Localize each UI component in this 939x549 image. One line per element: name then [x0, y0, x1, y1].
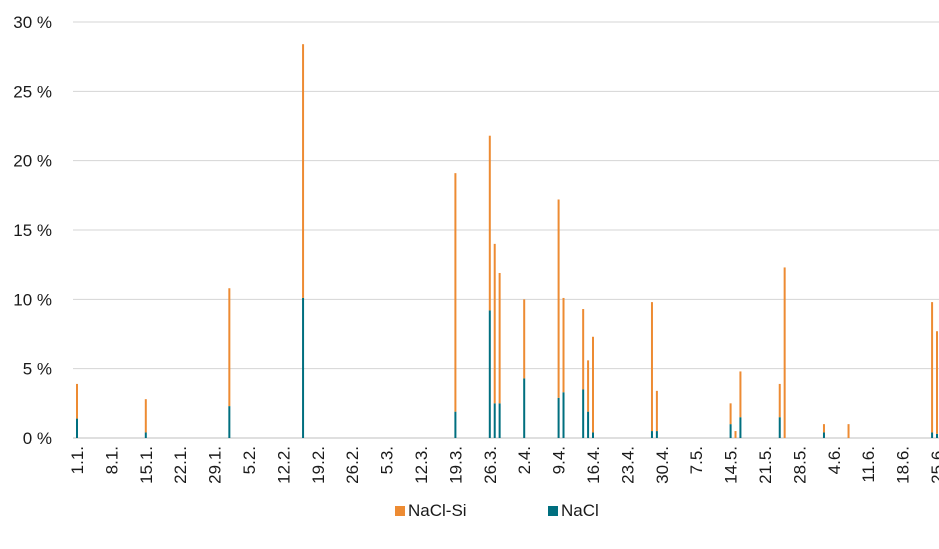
y-tick-label: 30 % [13, 13, 52, 32]
bar-nacl [498, 403, 501, 438]
y-tick-label: 25 % [13, 82, 52, 101]
x-tick-label: 2.4. [515, 446, 534, 474]
bar-nacl [739, 417, 742, 438]
x-tick-label: 15.1. [137, 446, 156, 484]
bar-nacl-si [592, 336, 594, 433]
x-tick-label: 12.3. [412, 446, 431, 484]
bar-nacl-si [144, 399, 147, 433]
bar-nacl-si [76, 383, 78, 419]
bar-nacl-si [488, 135, 491, 311]
y-tick-label: 15 % [13, 221, 52, 240]
bar-nacl [655, 431, 658, 438]
bar-nacl [931, 432, 934, 438]
x-tick-label: 1.1. [68, 446, 87, 474]
bar-nacl [778, 417, 781, 438]
bar-nacl-si [783, 267, 786, 438]
legend-swatch-nacl [548, 506, 558, 516]
bar-nacl [936, 433, 938, 438]
y-tick-label: 0 % [23, 429, 52, 448]
bar-nacl-si [562, 297, 565, 393]
bar-nacl [454, 411, 457, 438]
bar-nacl-si [734, 431, 737, 438]
bar-nacl-si [931, 302, 934, 433]
bar-nacl-si [650, 302, 653, 432]
bar-nacl-si [454, 173, 457, 412]
bar-nacl [493, 403, 496, 438]
x-tick-label: 28.5. [790, 446, 809, 484]
x-tick-label: 5.3. [378, 446, 397, 474]
bar-nacl [650, 431, 653, 438]
x-tick-label: 4.6. [825, 446, 844, 474]
x-tick-label: 11.6. [859, 446, 878, 483]
bar-nacl-si [582, 309, 585, 390]
bar-nacl-si [302, 44, 305, 298]
x-tick-label: 26.3. [481, 446, 500, 484]
bar-nacl [228, 406, 231, 438]
bars [76, 44, 938, 438]
x-tick-label: 23.4. [618, 446, 637, 484]
x-tick-label: 30.4. [653, 446, 672, 484]
bar-nacl [592, 432, 594, 438]
x-tick-label: 12.2. [274, 446, 293, 484]
legend: NaCl-Si NaCl [395, 501, 599, 520]
bar-nacl-si [778, 383, 781, 418]
gridlines [73, 21, 939, 439]
legend-label-nacl: NaCl [561, 501, 599, 520]
bar-nacl [302, 297, 305, 438]
bar-nacl [729, 424, 732, 438]
bar-nacl-si [587, 360, 590, 412]
y-tick-label: 10 % [13, 290, 52, 309]
x-tick-label: 25.6. [928, 446, 939, 484]
x-tick-label: 9.4. [550, 446, 569, 474]
y-axis: 0 % 5 % 10 % 15 % 20 % 25 % 30 % [13, 13, 52, 448]
legend-label-nacl-si: NaCl-Si [408, 501, 467, 520]
bar-nacl [488, 310, 491, 438]
bar-nacl [822, 432, 825, 438]
bar-nacl-si [557, 199, 560, 398]
bar-nacl [562, 392, 565, 438]
x-tick-label: 19.3. [446, 446, 465, 484]
x-tick-label: 26.2. [343, 446, 362, 484]
legend-swatch-nacl-si [395, 506, 405, 516]
x-tick-label: 8.1. [102, 446, 121, 474]
x-tick-label: 14.5. [722, 446, 741, 484]
bar-nacl-si [498, 272, 501, 404]
bar-nacl-si [739, 371, 742, 418]
bar-nacl [144, 432, 147, 438]
x-tick-label: 22.1. [171, 446, 190, 484]
y-tick-label: 5 % [23, 360, 52, 379]
x-tick-label: 18.6. [894, 446, 913, 484]
bar-nacl-si [847, 424, 850, 438]
bar-nacl [587, 411, 590, 438]
bar-nacl-si [228, 288, 231, 407]
x-axis: 1.1. 8.1. 15.1. 22.1. 29.1. 5.2. 12.2. 19.2. 26.… [68, 446, 939, 484]
bar-nacl-si [523, 299, 526, 379]
bar-nacl-si [493, 243, 496, 404]
bar-nacl [582, 389, 585, 438]
bar-nacl [523, 378, 526, 438]
bar-nacl-si [729, 403, 732, 425]
bar-nacl-si [822, 424, 825, 433]
x-tick-label: 5.2. [240, 446, 259, 474]
x-tick-label: 21.5. [756, 446, 775, 484]
bar-nacl [557, 397, 560, 438]
x-tick-label: 19.2. [309, 446, 328, 484]
x-tick-label: 29.1. [206, 446, 225, 484]
y-tick-label: 20 % [13, 152, 52, 171]
x-tick-label: 7.5. [687, 446, 706, 474]
bar-nacl-si [655, 390, 658, 432]
x-tick-label: 16.4. [584, 446, 603, 484]
bar-nacl [76, 418, 78, 438]
bar-nacl-si [936, 331, 938, 434]
